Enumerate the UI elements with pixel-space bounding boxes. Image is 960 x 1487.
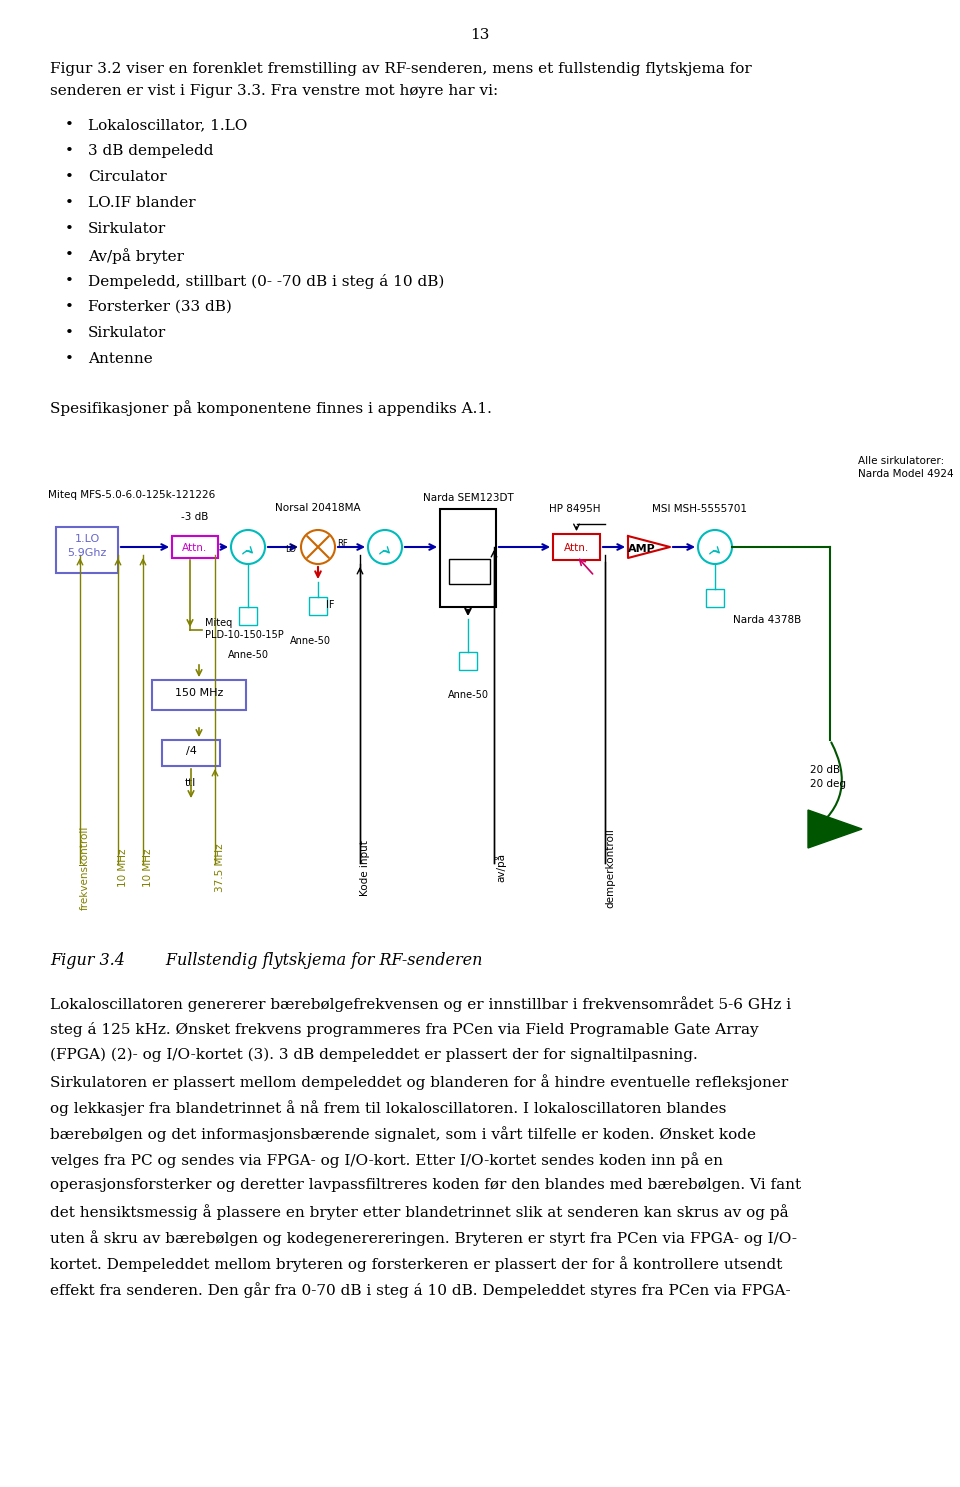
Text: Anne-50: Anne-50: [290, 636, 330, 645]
Text: LO.IF blander: LO.IF blander: [88, 196, 196, 210]
Text: 13: 13: [470, 28, 490, 42]
Text: 10 MHz: 10 MHz: [143, 849, 153, 888]
Text: effekt fra senderen. Den går fra 0-70 dB i steg á 10 dB. Dempeleddet styres fra : effekt fra senderen. Den går fra 0-70 dB…: [50, 1282, 791, 1298]
Text: (FPGA) (2)- og I/O-kortet (3). 3 dB dempeleddet er plassert der for signaltilpas: (FPGA) (2)- og I/O-kortet (3). 3 dB demp…: [50, 1048, 698, 1062]
Text: •: •: [65, 196, 74, 210]
Text: IF: IF: [326, 599, 334, 610]
Text: Dempeledd, stillbart (0- -70 dB i steg á 10 dB): Dempeledd, stillbart (0- -70 dB i steg á…: [88, 274, 444, 288]
Text: HP 8495H: HP 8495H: [549, 504, 601, 515]
Text: Anne-50: Anne-50: [447, 690, 489, 700]
Text: ttl: ttl: [184, 778, 196, 788]
FancyBboxPatch shape: [152, 680, 246, 709]
Text: 150 MHz: 150 MHz: [175, 688, 223, 697]
Text: senderen er vist i Figur 3.3. Fra venstre mot høyre har vi:: senderen er vist i Figur 3.3. Fra venstr…: [50, 83, 498, 98]
Text: demperkontroll: demperkontroll: [605, 828, 615, 909]
Text: •: •: [65, 300, 74, 314]
FancyBboxPatch shape: [309, 596, 327, 616]
Text: Spesifikasjoner på komponentene finnes i appendiks A.1.: Spesifikasjoner på komponentene finnes i…: [50, 400, 492, 416]
Text: frekvenskontroll: frekvenskontroll: [80, 825, 90, 910]
Text: AMP: AMP: [628, 544, 656, 555]
Text: •: •: [65, 274, 74, 288]
FancyBboxPatch shape: [706, 589, 724, 607]
Text: Narda 4378B: Narda 4378B: [733, 616, 802, 625]
FancyBboxPatch shape: [56, 526, 118, 572]
FancyBboxPatch shape: [459, 651, 477, 671]
Text: Sirkulator: Sirkulator: [88, 222, 166, 236]
Text: kortet. Dempeleddet mellom bryteren og forsterkeren er plassert der for å kontro: kortet. Dempeleddet mellom bryteren og f…: [50, 1257, 782, 1271]
Text: Figur 3.4        Fullstendig flytskjema for RF-senderen: Figur 3.4 Fullstendig flytskjema for RF-…: [50, 952, 482, 970]
Text: velges fra PC og sendes via FPGA- og I/O-kort. Etter I/O-kortet sendes koden inn: velges fra PC og sendes via FPGA- og I/O…: [50, 1152, 723, 1167]
Text: 37.5 MHz: 37.5 MHz: [215, 843, 225, 892]
Text: Miteq MFS-5.0-6.0-125k-121226: Miteq MFS-5.0-6.0-125k-121226: [48, 491, 215, 500]
Text: •: •: [65, 352, 74, 366]
Text: -3 dB: -3 dB: [181, 512, 208, 522]
Text: Antenne: Antenne: [88, 352, 153, 366]
Text: LO: LO: [285, 546, 296, 555]
Text: Alle sirkulatorer:
Narda Model 4924: Alle sirkulatorer: Narda Model 4924: [858, 457, 953, 479]
Text: •: •: [65, 248, 74, 262]
Polygon shape: [808, 810, 862, 848]
Text: 1.LO
5.9Ghz: 1.LO 5.9Ghz: [67, 534, 107, 558]
Text: •: •: [65, 170, 74, 184]
FancyBboxPatch shape: [449, 559, 490, 584]
Text: Narda SEM123DT: Narda SEM123DT: [422, 494, 514, 503]
Text: •: •: [65, 326, 74, 341]
Text: Kode input: Kode input: [360, 840, 370, 897]
Text: steg á 125 kHz. Ønsket frekvens programmeres fra PCen via Field Programable Gate: steg á 125 kHz. Ønsket frekvens programm…: [50, 1022, 758, 1036]
Text: av/på: av/på: [494, 854, 506, 882]
Text: Miteq
PLD-10-150-15P: Miteq PLD-10-150-15P: [205, 619, 284, 641]
Text: bærebølgen og det informasjonsbærende signalet, som i vårt tilfelle er koden. Øn: bærebølgen og det informasjonsbærende si…: [50, 1126, 756, 1142]
Text: RF: RF: [337, 540, 348, 549]
Text: uten å skru av bærebølgen og kodegenerereringen. Bryteren er styrt fra PCen via : uten å skru av bærebølgen og kodegenerer…: [50, 1230, 797, 1246]
Text: 10 MHz: 10 MHz: [118, 849, 128, 888]
Text: Sirkulatoren er plassert mellom dempeleddet og blanderen for å hindre eventuelle: Sirkulatoren er plassert mellom dempeled…: [50, 1074, 788, 1090]
Text: MSI MSH-5555701: MSI MSH-5555701: [653, 504, 748, 515]
Text: Norsal 20418MA: Norsal 20418MA: [276, 503, 361, 513]
Text: Anne-50: Anne-50: [228, 650, 269, 660]
FancyBboxPatch shape: [553, 534, 600, 561]
Text: Attn.: Attn.: [182, 543, 207, 553]
FancyBboxPatch shape: [172, 535, 218, 558]
Text: /4: /4: [185, 746, 197, 755]
Text: Av/på bryter: Av/på bryter: [88, 248, 184, 263]
Text: •: •: [65, 117, 74, 132]
Text: Circulator: Circulator: [88, 170, 167, 184]
Text: Lokaloscillatoren genererer bærebølgefrekvensen og er innstillbar i frekvensområ: Lokaloscillatoren genererer bærebølgefre…: [50, 996, 791, 1011]
Text: Sirkulator: Sirkulator: [88, 326, 166, 341]
Text: •: •: [65, 222, 74, 236]
FancyBboxPatch shape: [440, 509, 496, 607]
Text: Figur 3.2 viser en forenklet fremstilling av RF-senderen, mens et fullstendig fl: Figur 3.2 viser en forenklet fremstillin…: [50, 62, 752, 76]
Text: 3 dB dempeledd: 3 dB dempeledd: [88, 144, 213, 158]
Text: 20 dB
20 deg: 20 dB 20 deg: [810, 764, 846, 790]
Text: og lekkasjer fra blandetrinnet å nå frem til lokaloscillatoren. I lokaloscillato: og lekkasjer fra blandetrinnet å nå frem…: [50, 1100, 727, 1115]
FancyBboxPatch shape: [162, 741, 220, 766]
FancyBboxPatch shape: [239, 607, 257, 625]
Text: •: •: [65, 144, 74, 158]
Text: Forsterker (33 dB): Forsterker (33 dB): [88, 300, 232, 314]
Text: operasjonsforsterker og deretter lavpassfiltreres koden før den blandes med bære: operasjonsforsterker og deretter lavpass…: [50, 1178, 802, 1193]
Text: Attn.: Attn.: [564, 543, 589, 553]
Text: det hensiktsmessig å plassere en bryter etter blandetrinnet slik at senderen kan: det hensiktsmessig å plassere en bryter …: [50, 1204, 788, 1219]
Text: Lokaloscillator, 1.LO: Lokaloscillator, 1.LO: [88, 117, 248, 132]
